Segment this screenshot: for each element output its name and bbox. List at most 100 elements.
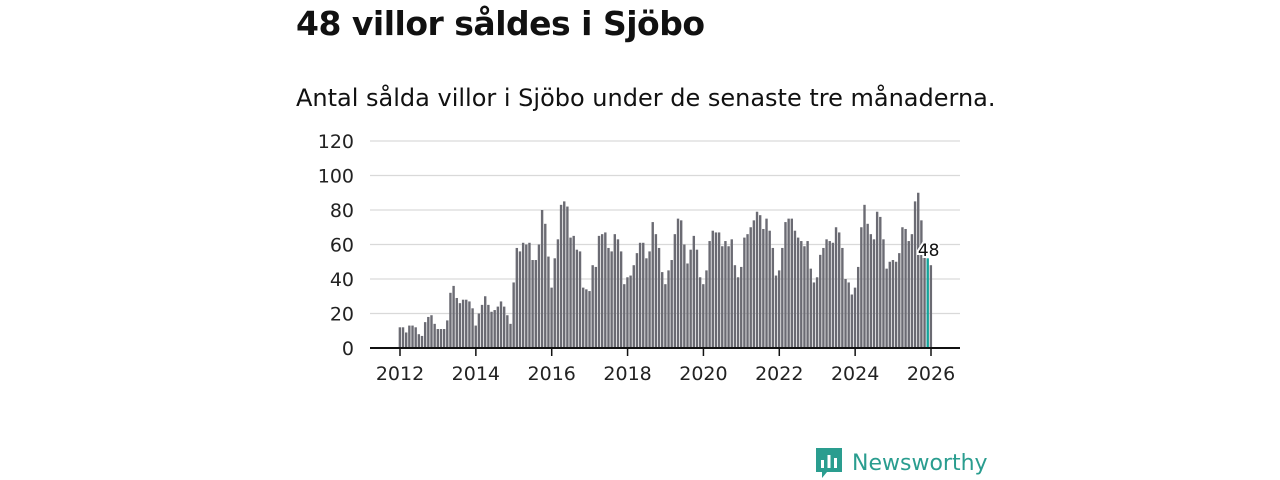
x-tick-label: 2012 bbox=[376, 363, 424, 385]
bar bbox=[411, 325, 414, 348]
bar bbox=[746, 234, 749, 348]
bar bbox=[525, 244, 528, 348]
bar bbox=[758, 215, 762, 348]
x-tick-label: 2022 bbox=[755, 363, 803, 385]
bar bbox=[705, 270, 708, 349]
bar bbox=[559, 204, 563, 348]
bar bbox=[465, 299, 468, 348]
x-tick-label: 2016 bbox=[528, 363, 576, 385]
bar bbox=[711, 230, 714, 348]
bar bbox=[815, 277, 819, 348]
bar bbox=[597, 235, 601, 349]
bar bbox=[743, 237, 746, 348]
bar bbox=[891, 260, 895, 348]
bar bbox=[781, 247, 784, 348]
bar bbox=[414, 327, 417, 348]
bar bbox=[806, 241, 809, 348]
bar bbox=[692, 235, 696, 349]
bar bbox=[547, 256, 550, 348]
bar bbox=[698, 277, 702, 348]
bar bbox=[471, 308, 474, 348]
bar bbox=[894, 261, 898, 348]
bar bbox=[844, 279, 847, 348]
bar bbox=[825, 239, 828, 348]
bar bbox=[828, 241, 831, 348]
bar bbox=[534, 260, 537, 348]
bar bbox=[531, 260, 534, 348]
y-tick-label: 80 bbox=[330, 200, 354, 222]
bar bbox=[540, 210, 544, 348]
bar bbox=[439, 329, 443, 348]
bar bbox=[468, 301, 471, 348]
bar bbox=[461, 299, 465, 348]
bar bbox=[879, 216, 882, 348]
bar bbox=[755, 211, 759, 348]
bar bbox=[683, 244, 686, 348]
brand-logo[interactable]: Newsworthy bbox=[814, 446, 988, 480]
bar bbox=[544, 223, 547, 348]
bar bbox=[455, 297, 458, 348]
bar bbox=[768, 230, 771, 348]
bar bbox=[556, 239, 560, 348]
bar bbox=[433, 323, 436, 348]
bar bbox=[923, 254, 926, 348]
bar bbox=[740, 266, 743, 348]
bar bbox=[676, 218, 680, 349]
bar bbox=[847, 282, 850, 348]
bar bbox=[724, 241, 727, 348]
bar bbox=[563, 201, 566, 349]
bar bbox=[790, 218, 793, 349]
bar bbox=[717, 232, 721, 348]
bar bbox=[632, 265, 635, 348]
bar bbox=[645, 258, 648, 348]
chart-subtitle: Antal sålda villor i Sjöbo under de sena… bbox=[296, 84, 996, 112]
bar bbox=[866, 223, 869, 348]
x-axis: 2012 2014 2016 2018 2020 2022 2024 2026 bbox=[370, 347, 960, 385]
bar bbox=[442, 329, 446, 348]
bar bbox=[686, 263, 689, 348]
bar bbox=[774, 275, 778, 348]
bar bbox=[518, 251, 522, 348]
bar bbox=[721, 246, 724, 348]
bar bbox=[673, 234, 677, 348]
bar bbox=[398, 327, 402, 348]
bar bbox=[604, 232, 607, 348]
bar bbox=[420, 335, 424, 348]
bar bbox=[898, 253, 901, 349]
bar bbox=[569, 237, 572, 348]
bar bbox=[506, 315, 509, 348]
bar bbox=[401, 327, 405, 348]
bar bbox=[904, 228, 907, 348]
chart-title: 48 villor såldes i Sjöbo bbox=[296, 4, 705, 43]
bar bbox=[800, 241, 803, 348]
value-label: 48 bbox=[918, 241, 940, 261]
bar bbox=[537, 244, 541, 348]
bar bbox=[689, 249, 692, 348]
bar bbox=[512, 282, 515, 348]
bar bbox=[714, 232, 718, 348]
bar bbox=[657, 247, 661, 348]
bar bbox=[623, 284, 626, 348]
bar bbox=[408, 325, 411, 348]
bar bbox=[929, 265, 933, 348]
bar bbox=[619, 251, 623, 348]
x-tick-label: 2018 bbox=[603, 363, 651, 385]
y-tick-label: 20 bbox=[330, 304, 354, 326]
bar bbox=[490, 311, 493, 348]
bar bbox=[702, 284, 705, 348]
bar bbox=[635, 253, 639, 349]
bar bbox=[477, 313, 481, 348]
bar bbox=[664, 284, 667, 348]
bar bbox=[594, 266, 598, 348]
bar bbox=[901, 227, 904, 348]
x-tick-label: 2014 bbox=[452, 363, 500, 385]
bar bbox=[613, 234, 616, 348]
bar bbox=[752, 220, 756, 348]
bar bbox=[553, 258, 556, 348]
bar bbox=[838, 232, 841, 348]
annotations: 48 bbox=[916, 239, 942, 263]
bar bbox=[853, 287, 857, 349]
bar bbox=[493, 310, 496, 348]
bar bbox=[521, 242, 525, 348]
